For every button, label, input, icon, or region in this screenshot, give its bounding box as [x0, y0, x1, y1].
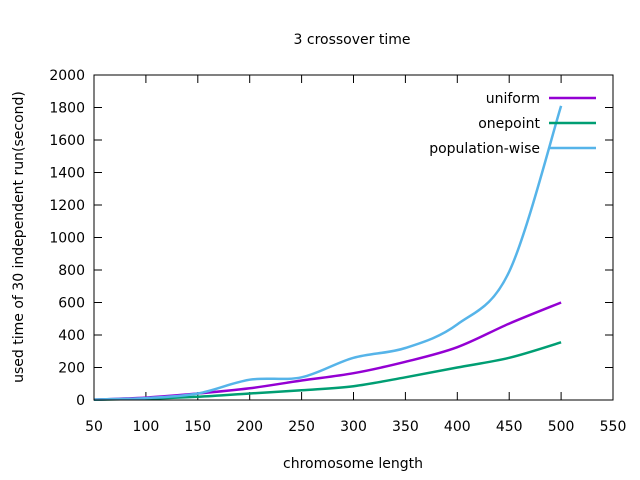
x-tick-label: 200 — [236, 419, 263, 435]
x-tick-label: 50 — [85, 419, 103, 435]
y-tick-label: 400 — [58, 328, 85, 344]
legend-label-onepoint: onepoint — [478, 116, 540, 132]
y-tick-label: 1600 — [49, 133, 85, 149]
x-tick-label: 250 — [288, 419, 315, 435]
x-tick-label: 100 — [133, 419, 160, 435]
legend-label-uniform: uniform — [486, 91, 540, 107]
y-tick-label: 1800 — [49, 101, 85, 117]
legend: uniform onepoint population-wise — [429, 91, 596, 157]
y-tick-label: 800 — [58, 263, 85, 279]
plot-frame — [93, 74, 614, 401]
chart-title: 3 crossover time — [294, 32, 411, 48]
y-tick-label: 1400 — [49, 166, 85, 182]
y-tick-label: 0 — [76, 393, 85, 409]
x-tick-label: 350 — [392, 419, 419, 435]
x-tick-label: 450 — [496, 419, 523, 435]
x-tick-label: 300 — [340, 419, 367, 435]
x-tick-label: 150 — [184, 419, 211, 435]
x-tick-label: 400 — [444, 419, 471, 435]
series-line-onepoint — [93, 341, 562, 402]
y-tick-label: 1000 — [49, 231, 85, 247]
legend-label-population-wise: population-wise — [429, 141, 540, 157]
x-tick-label: 550 — [600, 419, 627, 435]
y-tick-label: 1200 — [49, 198, 85, 214]
y-tick-label: 2000 — [49, 68, 85, 84]
x-axis-title: chromosome length — [283, 456, 423, 472]
x-tick-label: 500 — [548, 419, 575, 435]
y-tick-label: 200 — [58, 361, 85, 377]
series-line-uniform — [93, 301, 562, 401]
y-tick-label: 600 — [58, 296, 85, 312]
series-line-population-wise — [93, 105, 563, 401]
y-axis-title: used time of 30 independent run(second) — [11, 91, 27, 383]
